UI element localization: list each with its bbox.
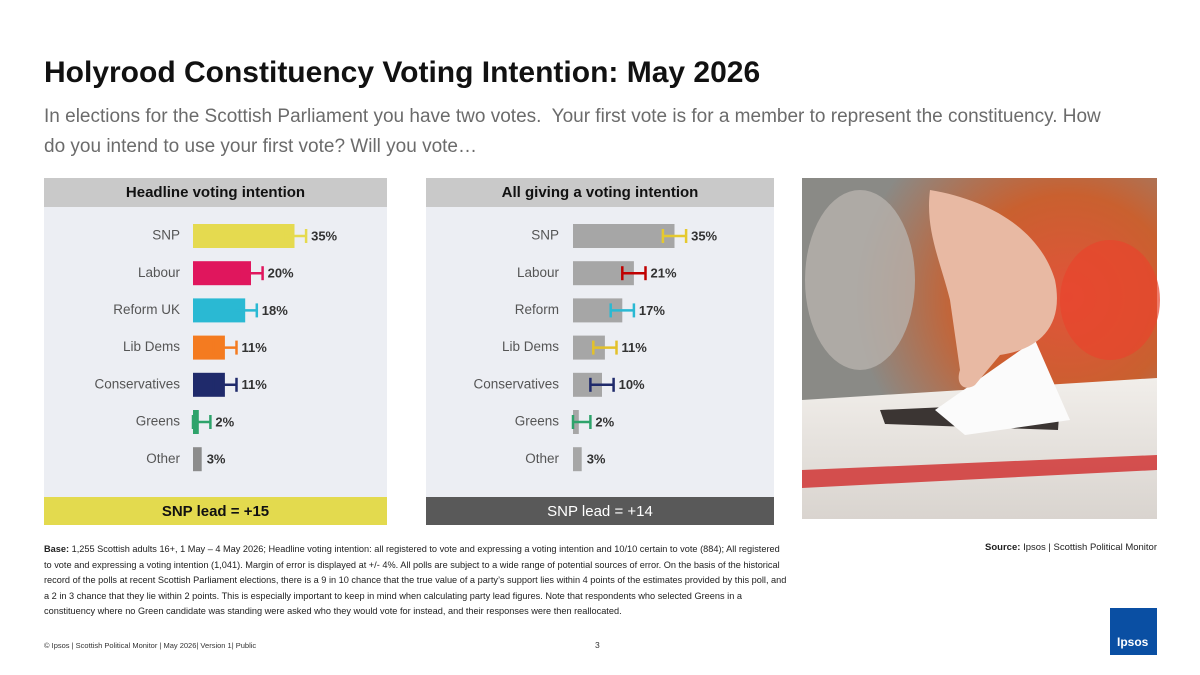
bar — [573, 447, 582, 472]
source: Source: Ipsos | Scottish Political Monit… — [900, 542, 1157, 553]
bar — [193, 224, 295, 248]
error-bar — [592, 340, 618, 355]
error-bar — [191, 415, 212, 429]
category-label: Labour — [517, 265, 560, 280]
value-label: 35% — [691, 228, 717, 243]
value-label: 20% — [268, 266, 294, 281]
footer: © Ipsos | Scottish Political Monitor | M… — [44, 641, 257, 650]
bar — [193, 447, 202, 472]
value-label: 11% — [242, 377, 268, 392]
source-text: Ipsos | Scottish Political Monitor — [1023, 542, 1157, 553]
panel-header — [426, 178, 774, 207]
category-label: Reform UK — [113, 302, 180, 317]
page-number: 3 — [595, 640, 600, 650]
category-label: SNP — [531, 228, 559, 243]
photo — [802, 178, 1160, 519]
error-bar — [589, 377, 615, 392]
footnote: Base: 1,255 Scottish adults 16+, 1 May –… — [44, 542, 789, 620]
lead-text: SNP lead = +15 — [162, 503, 269, 520]
category-label: Conservatives — [94, 376, 180, 391]
category-label: Lib Dems — [123, 339, 180, 354]
error-bar — [281, 229, 308, 243]
error-bar — [571, 415, 592, 429]
value-label: 35% — [311, 228, 337, 243]
lead-banner — [426, 497, 774, 525]
panel-header — [44, 178, 387, 207]
value-label: 3% — [207, 452, 226, 467]
category-label: Labour — [138, 265, 181, 280]
title: Holyrood Constituency Voting Intention: … — [44, 56, 761, 89]
category-label: Other — [525, 451, 559, 466]
error-bar — [212, 377, 238, 392]
error-bar — [609, 303, 636, 318]
logo: Ipsos — [1110, 608, 1157, 655]
lead-text: SNP lead = +14 — [547, 503, 653, 520]
category-label: Greens — [515, 414, 560, 429]
value-label: 10% — [619, 377, 645, 392]
error-bar — [238, 266, 264, 281]
error-bar — [232, 303, 259, 318]
category-label: SNP — [152, 228, 180, 243]
error-bar — [212, 340, 238, 355]
logo-text: Ipsos — [1117, 635, 1149, 649]
category-label: Reform — [515, 302, 559, 317]
value-label: 17% — [639, 303, 665, 318]
value-label: 11% — [622, 340, 648, 355]
footnote-label: Base: — [44, 544, 70, 554]
panel-title: All giving a voting intention — [502, 184, 699, 201]
footnote-text: 1,255 Scottish adults 16+, 1 May – 4 May… — [44, 544, 787, 617]
value-label: 2% — [215, 414, 234, 429]
value-label: 11% — [242, 340, 268, 355]
panel-title: Headline voting intention — [126, 184, 305, 201]
value-label: 18% — [262, 303, 288, 318]
category-label: Greens — [136, 414, 181, 429]
subtitle: In elections for the Scottish Parliament… — [44, 106, 1107, 157]
lead-banner — [44, 497, 387, 525]
error-bar — [621, 266, 647, 281]
value-label: 2% — [595, 414, 614, 429]
error-bar — [661, 229, 688, 243]
value-label: 21% — [651, 266, 677, 281]
category-label: Lib Dems — [502, 339, 559, 354]
category-label: Other — [146, 451, 180, 466]
source-label: Source: — [985, 542, 1021, 553]
value-label: 3% — [587, 452, 606, 467]
bar — [573, 224, 675, 248]
category-label: Conservatives — [473, 376, 559, 391]
